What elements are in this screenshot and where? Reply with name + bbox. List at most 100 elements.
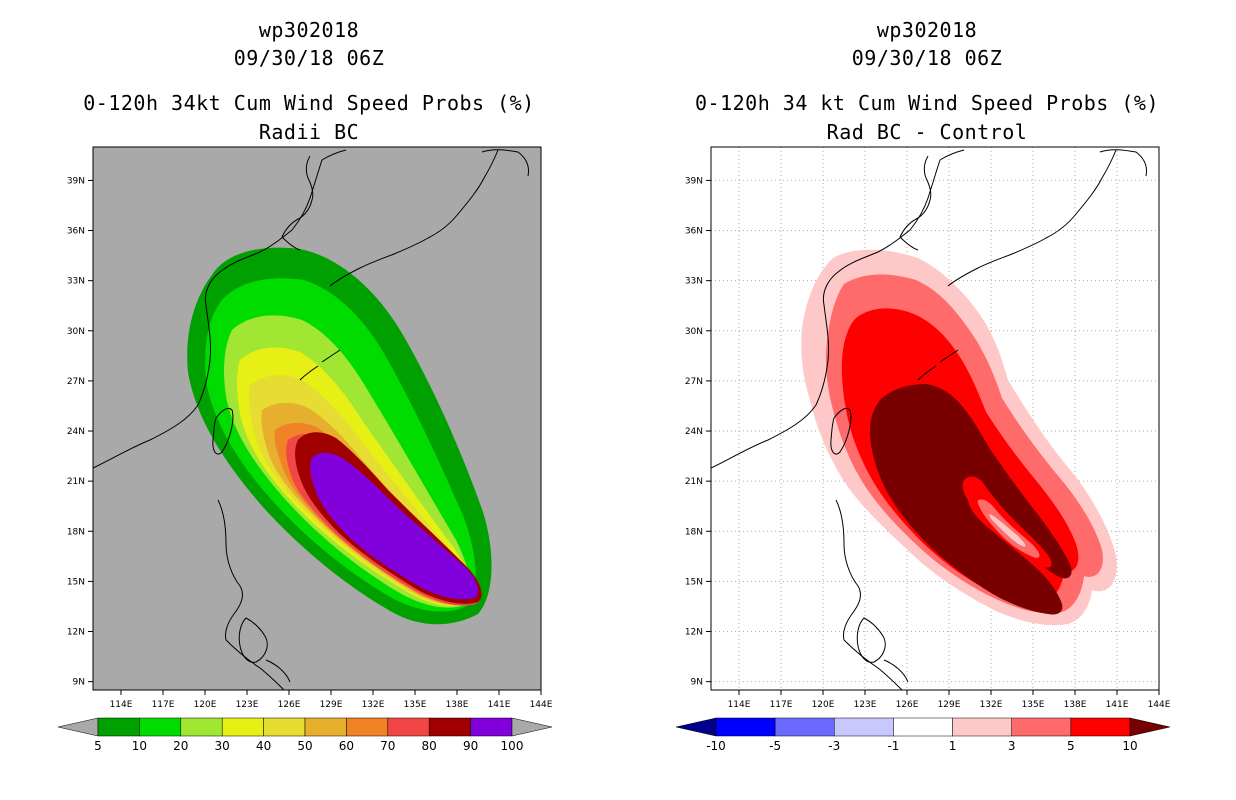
colorbar-label: 1	[949, 739, 957, 753]
right-plot-frame	[710, 146, 1160, 691]
ryukyu-islands	[917, 349, 959, 381]
philippines-islands	[238, 617, 291, 683]
colorbar-label: 30	[215, 739, 230, 753]
x-tick-label: 114E	[728, 700, 751, 710]
right-panel: wp302018 09/30/18 06Z 0-120h 34 kt Cum W…	[618, 0, 1236, 800]
right-title-storm-id: wp302018	[876, 18, 978, 42]
x-tick-label: 120E	[812, 700, 835, 710]
x-tick-label: 126E	[278, 700, 301, 710]
colorbar-left-triangle	[57, 717, 99, 737]
colorbar-box	[304, 717, 347, 737]
colorbar-box	[97, 717, 140, 737]
korea-coastline	[281, 155, 314, 251]
x-tick-label: 141E	[1106, 700, 1129, 710]
left-plot-frame	[92, 146, 542, 691]
y-tick-label: 33N	[67, 277, 85, 287]
right-axes: 114E 117E 120E 123E 126E 129E 132E 135E 138E 141E…	[685, 176, 1171, 710]
left-colorbar: 5 10 20 30 40 50 60 70 80 90 100	[57, 717, 553, 753]
right-difference-map: 114E 117E 120E 123E 126E 129E 132E 135E 138E 141E…	[675, 146, 1171, 753]
x-tick-label: 141E	[488, 700, 511, 710]
x-tick-label: 114E	[110, 700, 133, 710]
japan-north	[1099, 149, 1147, 177]
colorbar-label: -10	[706, 739, 726, 753]
colorbar-box	[893, 717, 953, 737]
colorbar-box	[1070, 717, 1131, 737]
y-tick-label: 9N	[691, 678, 703, 688]
china-coast-ext	[939, 149, 965, 161]
left-axes: 114E 117E 120E 123E 126E 129E 132E 135E 138E 141E…	[67, 176, 553, 710]
colorbar-box	[834, 717, 894, 737]
x-tick-label: 132E	[362, 700, 385, 710]
colorbar-label: 20	[173, 739, 188, 753]
colorbar-right-triangle	[511, 717, 553, 737]
y-tick-label: 15N	[685, 577, 703, 587]
left-title-datetime: 09/30/18 06Z	[233, 46, 385, 70]
colorbar-label: 5	[94, 739, 102, 753]
japan-coastline	[947, 149, 1117, 287]
y-tick-label: 9N	[73, 678, 85, 688]
colorbar-label: -3	[828, 739, 840, 753]
y-tick-label: 30N	[685, 327, 703, 337]
colorbar-label: 10	[132, 739, 147, 753]
y-tick-label: 18N	[67, 527, 85, 537]
right-coastlines	[711, 149, 1147, 690]
colorbar-label: 5	[1067, 739, 1075, 753]
x-tick-label: 144E	[530, 700, 553, 710]
y-tick-label: 33N	[685, 277, 703, 287]
x-tick-label: 129E	[320, 700, 343, 710]
colorbar-label: -1	[887, 739, 899, 753]
colorbar-right-triangle	[1129, 717, 1171, 737]
y-tick-label: 24N	[67, 427, 85, 437]
colorbar-box	[139, 717, 182, 737]
colorbar-box	[346, 717, 389, 737]
x-tick-label: 135E	[404, 700, 427, 710]
right-difference-contours	[801, 249, 1117, 626]
colorbar-box	[774, 717, 835, 737]
colorbar-left-triangle	[675, 717, 717, 737]
japan-coastline	[329, 149, 499, 287]
y-tick-label: 24N	[685, 427, 703, 437]
luzon-coastline	[217, 499, 285, 690]
ryukyu-islands	[299, 349, 341, 381]
philippines-islands	[856, 617, 909, 683]
colorbar-box	[221, 717, 264, 737]
x-tick-label: 135E	[1022, 700, 1045, 710]
x-tick-label: 126E	[896, 700, 919, 710]
colorbar-label: 50	[297, 739, 312, 753]
left-title-storm-id: wp302018	[258, 18, 360, 42]
right-title-product: 0-120h 34 kt Cum Wind Speed Probs (%)	[694, 91, 1160, 115]
colorbar-label: 90	[463, 739, 478, 753]
right-colorbar: -10 -5 -3 -1 1 3 5 10	[675, 717, 1171, 753]
left-probability-map: 114E 117E 120E 123E 126E 129E 132E 135E 138E 141E…	[57, 146, 553, 753]
y-tick-label: 39N	[685, 176, 703, 186]
left-coastlines	[93, 149, 529, 690]
taiwan-coastline	[212, 407, 234, 455]
left-panel: wp302018 09/30/18 06Z 0-120h 34kt Cum Wi…	[57, 18, 553, 753]
colorbar-box	[715, 717, 776, 737]
asia-coastline	[711, 159, 941, 469]
colorbar-box	[952, 717, 1012, 737]
x-tick-label: 123E	[854, 700, 877, 710]
y-tick-label: 21N	[685, 477, 703, 487]
x-tick-label: 129E	[938, 700, 961, 710]
colorbar-label: 80	[422, 739, 437, 753]
korea-coastline	[899, 155, 932, 251]
taiwan-coastline	[830, 407, 852, 455]
colorbar-label: 3	[1008, 739, 1016, 753]
colorbar-box	[387, 717, 430, 737]
y-tick-label: 36N	[67, 227, 85, 237]
china-coast-ext	[321, 149, 347, 161]
left-probability-contours	[187, 247, 492, 625]
contour-90pct	[310, 452, 479, 600]
x-tick-label: 138E	[1064, 700, 1087, 710]
y-tick-label: 21N	[67, 477, 85, 487]
x-tick-label: 120E	[194, 700, 217, 710]
luzon-coastline	[835, 499, 903, 690]
colorbar-box	[180, 717, 223, 737]
colorbar-box	[1011, 717, 1072, 737]
colorbar-label: 40	[256, 739, 271, 753]
x-tick-label: 123E	[236, 700, 259, 710]
y-tick-label: 12N	[685, 628, 703, 638]
right-title-subtitle: Rad BC - Control	[826, 120, 1028, 144]
x-tick-label: 117E	[152, 700, 175, 710]
